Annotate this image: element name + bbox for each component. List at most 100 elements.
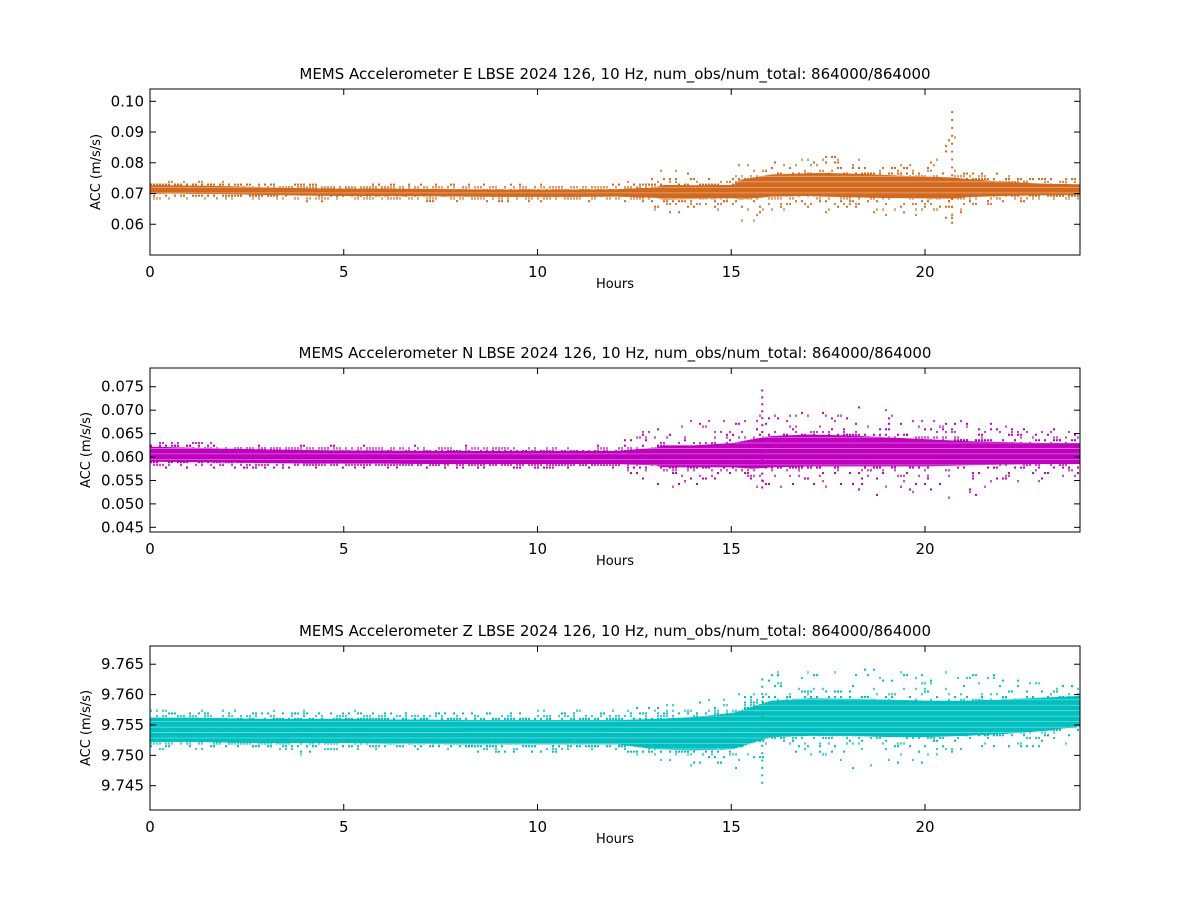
data-point [438,742,440,745]
data-point [231,463,233,466]
data-point [948,205,950,208]
data-point [903,438,906,467]
data-point [333,747,335,750]
data-point [957,737,959,740]
data-point [468,183,470,186]
data-point [318,463,320,466]
data-point [780,172,782,175]
data-point [789,425,791,428]
data-point [507,197,509,200]
data-point [696,482,698,485]
data-point [348,450,351,464]
data-point [357,450,360,464]
data-point [729,431,731,434]
data-point [330,186,332,189]
data-point [285,747,287,750]
data-point [738,436,740,439]
data-point [1062,184,1065,196]
data-point [264,187,267,196]
data-point [393,450,396,464]
data-point [372,450,374,453]
data-point [168,717,171,742]
data-point [246,447,248,450]
data-point [267,449,270,464]
data-point [942,439,944,442]
data-point [966,734,968,737]
data-point [396,197,398,200]
data-point [318,712,320,715]
data-point [621,450,624,465]
data-point [960,420,962,423]
data-point [204,717,207,743]
data-point [450,450,452,453]
data-point [198,444,200,447]
data-point [933,436,935,439]
data-point [246,183,248,186]
data-point [600,720,603,745]
data-point [819,745,821,748]
data-point [288,187,291,196]
data-point [417,450,420,465]
data-point [861,482,863,485]
data-point [651,463,653,466]
data-point [900,753,902,756]
data-point [588,450,591,465]
data-point [915,438,918,467]
data-point [744,701,746,704]
data-point [153,461,155,464]
data-point [780,197,782,200]
data-point [1002,477,1004,480]
y-tick-label: 0.055 [101,471,144,489]
data-point [882,174,885,199]
data-point [261,449,264,464]
data-point [300,742,302,745]
data-point [957,439,959,442]
data-point [384,194,386,197]
data-point [540,717,542,720]
data-point [534,463,536,466]
data-point [1059,439,1061,442]
data-point [543,189,546,197]
data-point [1059,696,1062,729]
data-point [774,700,777,737]
data-point [657,706,659,709]
data-point [705,185,708,199]
data-point [258,194,260,197]
data-point [651,750,653,753]
data-point [717,714,720,750]
data-point [504,463,506,466]
data-point [1041,431,1043,434]
data-point [282,463,284,466]
data-point [573,717,575,720]
data-point [648,183,650,186]
data-point [822,753,824,756]
data-point [486,720,489,745]
data-point [303,444,305,447]
data-point [1056,442,1059,465]
data-point [714,200,716,203]
data-point [1068,734,1070,737]
data-point [1074,726,1076,729]
data-point [942,428,944,431]
data-point [786,699,789,737]
data-point [168,180,170,183]
data-point [747,439,750,469]
data-point [1032,472,1034,475]
data-point [729,472,731,475]
data-point [978,428,980,431]
data-point [1068,469,1070,472]
data-point [804,747,806,750]
data-point [867,172,869,175]
data-point [855,734,857,737]
data-point [693,717,696,751]
data-point [885,699,888,738]
data-point [471,189,474,197]
data-point [402,447,404,450]
data-point [153,742,155,745]
data-point [177,461,179,464]
data-point [885,739,887,742]
data-point [528,720,531,745]
data-point [645,719,648,749]
data-point [270,718,273,744]
data-point [1056,183,1059,196]
